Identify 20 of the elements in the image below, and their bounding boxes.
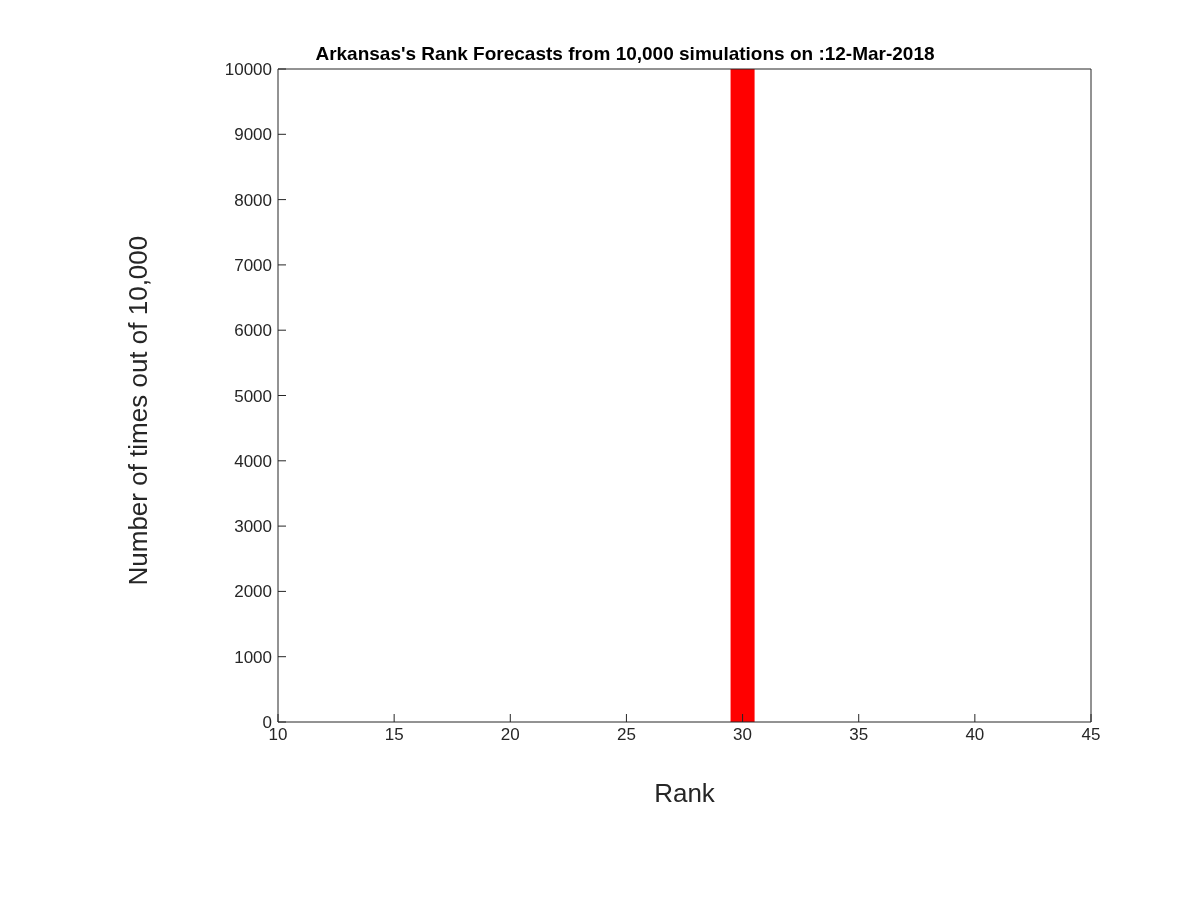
y-tick-label: 5000: [234, 386, 272, 406]
y-tick-label: 10000: [224, 60, 272, 80]
y-axis-title: Number of times out of 10,000: [123, 235, 154, 586]
x-axis-title: Rank: [654, 778, 716, 808]
chart-title: Arkansas's Rank Forecasts from 10,000 simulations on :12-Mar-2018: [315, 43, 935, 64]
x-tick-label: 30: [733, 725, 753, 745]
y-tick-label: 4000: [234, 451, 272, 471]
x-tick-label: 15: [384, 725, 404, 745]
y-tick-label: 9000: [234, 125, 272, 145]
y-tick-label: 2000: [234, 582, 272, 602]
y-tick-label: 1000: [234, 647, 272, 667]
x-tick-label: 20: [500, 725, 520, 745]
x-tick-label: 40: [965, 725, 985, 745]
y-tick-label: 6000: [234, 321, 272, 341]
x-tick-label: 25: [616, 725, 636, 745]
x-tick-label: 35: [849, 725, 869, 745]
y-tick-label: 7000: [234, 255, 272, 275]
x-tick-label: 45: [1081, 725, 1101, 745]
y-tick-label: 3000: [234, 517, 272, 537]
y-tick-label: 8000: [234, 190, 272, 210]
